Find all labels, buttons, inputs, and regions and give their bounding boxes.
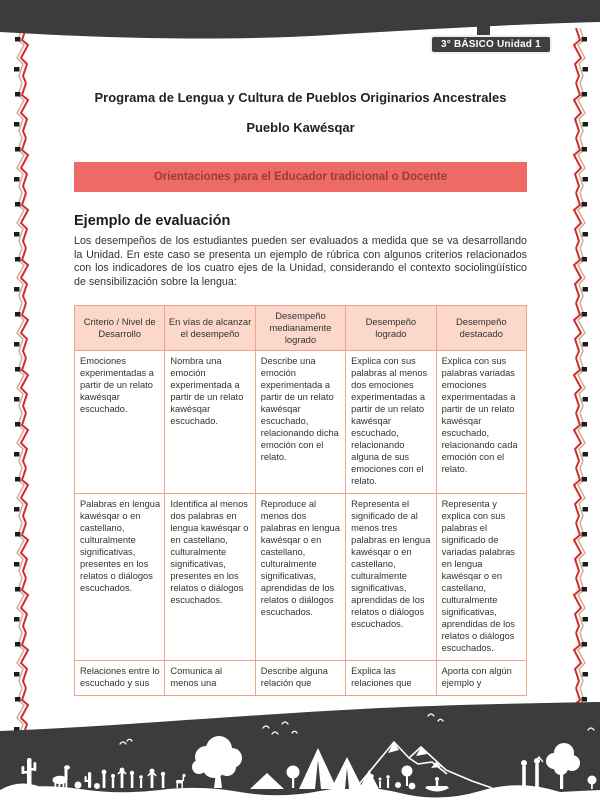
table-cell: Explica las relaciones que xyxy=(345,660,437,697)
header-cell-medianamente: Desempeño medianamente logrado xyxy=(254,305,347,352)
header-cell-logrado: Desempeño logrado xyxy=(345,305,437,352)
table-cell: Explica con sus palabras al menos dos em… xyxy=(345,350,437,495)
table-cell: Identifica al menos dos palabras en leng… xyxy=(164,493,256,662)
table-row: Palabras en lengua kawésqar o en castell… xyxy=(73,493,528,662)
table-cell: Palabras en lengua kawésqar o en castell… xyxy=(73,493,166,662)
doc-subtitle: Pueblo Kawésqar xyxy=(246,120,355,135)
side-border-pattern-right xyxy=(568,28,590,758)
table-cell: Comunica al menos una xyxy=(164,660,256,697)
unit-badge: 3° BÁSICO Unidad 1 xyxy=(430,35,552,54)
side-border-pattern-left xyxy=(12,28,34,758)
doc-title: Programa de Lengua y Cultura de Pueblos … xyxy=(94,90,507,105)
table-cell: Describe alguna relación que xyxy=(254,660,347,697)
table-row: Relaciones entre lo escuchado y sus Comu… xyxy=(73,660,528,697)
intro-paragraph: Los desempeños de los estudiantes pueden… xyxy=(74,235,527,288)
table-header-row: Criterio / Nivel de Desarrollo En vías d… xyxy=(73,305,528,352)
section-heading: Ejemplo de evaluación xyxy=(74,213,231,229)
table-cell: Relaciones entre lo escuchado y sus xyxy=(73,660,166,697)
table-cell: Representa y explica con sus palabras el… xyxy=(435,493,528,662)
table-row: Emociones experimentadas a partir de un … xyxy=(73,350,528,495)
table-cell: Aporta con algún ejemplo y xyxy=(435,660,528,697)
table-cell: Reproduce al menos dos palabras en lengu… xyxy=(254,493,347,662)
rubric-table: Criterio / Nivel de Desarrollo En vías d… xyxy=(73,305,528,697)
header-cell-criterio: Criterio / Nivel de Desarrollo xyxy=(73,305,166,352)
table-cell: Representa el significado de al menos tr… xyxy=(345,493,437,662)
header-cell-destacado: Desempeño destacado xyxy=(435,305,528,352)
table-cell: Explica con sus palabras variadas emocio… xyxy=(435,350,528,495)
header-cell-en-vias: En vías de alcanzar el desempeño xyxy=(164,305,256,352)
table-cell: Describe una emoción experimentada a par… xyxy=(254,350,347,495)
table-cell: Emociones experimentadas a partir de un … xyxy=(73,350,166,495)
orientation-banner: Orientaciones para el Educador tradicion… xyxy=(74,162,527,192)
footer-landscape-illustration xyxy=(0,702,600,800)
table-cell: Nombra una emoción experimentada a parti… xyxy=(164,350,256,495)
main-content: Programa de Lengua y Cultura de Pueblos … xyxy=(73,90,528,697)
